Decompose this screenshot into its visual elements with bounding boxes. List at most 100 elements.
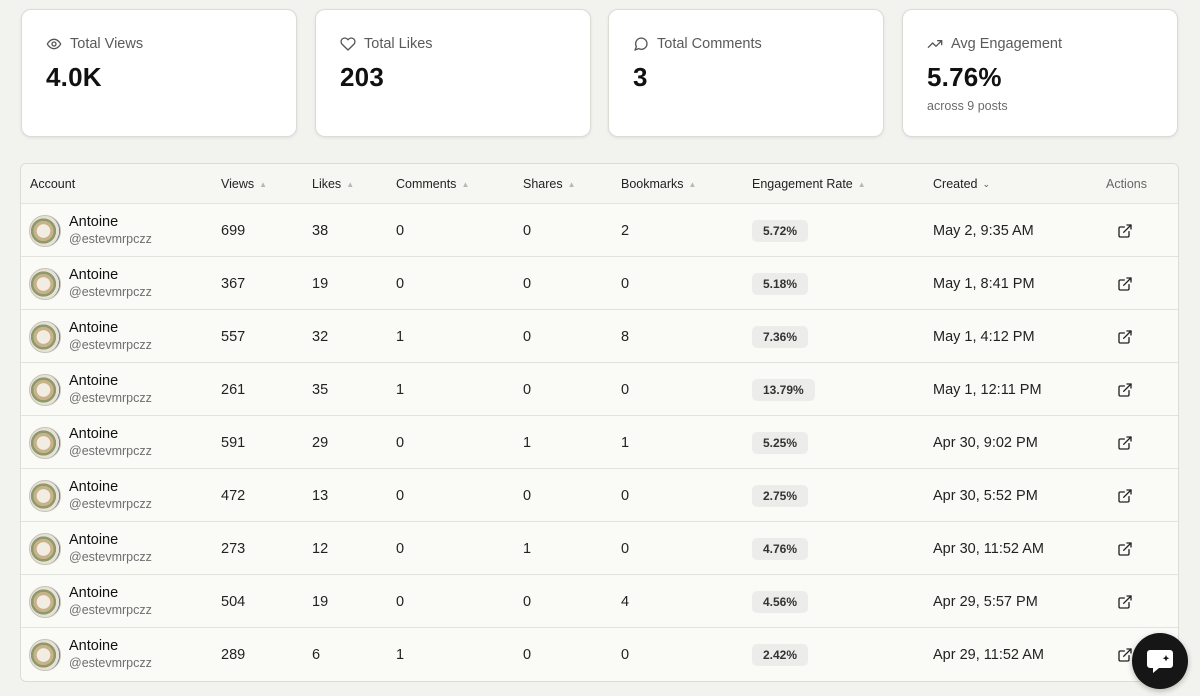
views-cell: 367 xyxy=(221,275,246,292)
comments-cell: 0 xyxy=(396,487,405,504)
comment-icon xyxy=(634,37,648,51)
engagement-badge: 2.42% xyxy=(752,643,809,666)
stat-label: Total Likes xyxy=(364,36,433,52)
stat-label: Avg Engagement xyxy=(951,36,1062,52)
table-row: Antoine @estevmrpczz 273 12 0 1 0 4.76% Apr … xyxy=(21,522,1178,575)
views-cell: 261 xyxy=(221,381,246,398)
open-post-button[interactable] xyxy=(1117,416,1133,469)
table-row: Antoine @estevmrpczz 557 32 1 0 8 7.36% May … xyxy=(21,310,1178,363)
comments-cell: 0 xyxy=(396,434,405,451)
table-row: Antoine @estevmrpczz 261 35 1 0 0 13.79% May… xyxy=(21,363,1178,416)
engagement-rate-cell: 13.79% xyxy=(752,363,815,416)
engagement-badge: 7.36% xyxy=(752,325,809,348)
shares-cell: 0 xyxy=(523,328,532,345)
chat-widget-button[interactable] xyxy=(1132,633,1188,689)
engagement-badge: 4.56% xyxy=(752,590,809,613)
comments-cell: 0 xyxy=(396,540,405,557)
created-cell: May 2, 9:35 AM xyxy=(933,222,1034,239)
created-cell: Apr 30, 11:52 AM xyxy=(933,540,1044,557)
table-row: Antoine @estevmrpczz 504 19 0 0 4 4.56% Apr … xyxy=(21,575,1178,628)
heart-icon xyxy=(340,37,356,51)
column-header-shares[interactable]: Shares ▲ xyxy=(523,177,576,191)
column-header-likes[interactable]: Likes ▲ xyxy=(312,177,355,191)
engagement-rate-cell: 2.42% xyxy=(752,628,809,681)
avatar xyxy=(29,532,61,565)
views-cell: 273 xyxy=(221,540,246,557)
likes-cell: 38 xyxy=(312,222,329,239)
external-link-icon xyxy=(1118,435,1132,450)
comments-cell: 0 xyxy=(396,275,405,292)
stat-card-total-likes: Total Likes 203 xyxy=(315,9,591,137)
stat-label: Total Views xyxy=(70,36,144,52)
shares-cell: 1 xyxy=(523,540,532,557)
account-cell: Antoine @estevmrpczz xyxy=(29,363,152,416)
views-cell: 699 xyxy=(221,222,246,239)
likes-cell: 13 xyxy=(312,487,329,504)
account-handle: @estevmrpczz xyxy=(69,390,152,405)
bookmarks-cell: 0 xyxy=(621,540,630,557)
account-cell: Antoine @estevmrpczz xyxy=(29,575,152,628)
external-link-icon xyxy=(1118,594,1132,609)
account-handle: @estevmrpczz xyxy=(69,443,152,458)
bookmarks-cell: 0 xyxy=(621,646,630,663)
account-handle: @estevmrpczz xyxy=(69,231,152,246)
avatar xyxy=(29,426,61,459)
avatar xyxy=(29,585,61,618)
shares-cell: 0 xyxy=(523,275,532,292)
external-link-icon xyxy=(1118,329,1132,344)
shares-cell: 0 xyxy=(523,222,532,239)
stat-label: Total Comments xyxy=(657,36,762,52)
column-header-comments[interactable]: Comments ▲ xyxy=(396,177,470,191)
engagement-badge: 5.18% xyxy=(752,272,809,295)
stat-value: 4.0K xyxy=(46,62,102,92)
column-header-views[interactable]: Views ▲ xyxy=(221,177,268,191)
engagement-rate-cell: 5.25% xyxy=(752,416,809,469)
open-post-button[interactable] xyxy=(1117,469,1133,522)
avatar xyxy=(29,479,61,512)
external-link-icon xyxy=(1118,382,1132,397)
posts-table: Account Views ▲ Likes ▲ Comments ▲ Shares ▲ … xyxy=(20,163,1179,682)
open-post-button[interactable] xyxy=(1117,628,1133,681)
account-cell: Antoine @estevmrpczz xyxy=(29,522,152,575)
shares-cell: 1 xyxy=(523,434,532,451)
account-cell: Antoine @estevmrpczz xyxy=(29,257,152,310)
bookmarks-cell: 1 xyxy=(621,434,630,451)
created-cell: Apr 30, 9:02 PM xyxy=(933,434,1038,451)
bookmarks-cell: 8 xyxy=(621,328,630,345)
shares-cell: 0 xyxy=(523,487,532,504)
open-post-button[interactable] xyxy=(1117,522,1133,575)
shares-cell: 0 xyxy=(523,646,532,663)
engagement-rate-cell: 2.75% xyxy=(752,469,809,522)
column-header-engagement-rate[interactable]: Engagement Rate ▲ xyxy=(752,177,866,191)
comments-cell: 0 xyxy=(396,593,405,610)
column-header-bookmarks[interactable]: Bookmarks ▲ xyxy=(621,177,697,191)
account-name: Antoine xyxy=(69,426,119,443)
open-post-button[interactable] xyxy=(1117,310,1133,363)
open-post-button[interactable] xyxy=(1117,575,1133,628)
account-cell: Antoine @estevmrpczz xyxy=(29,628,152,681)
account-name: Antoine xyxy=(69,267,119,284)
avatar xyxy=(29,214,61,247)
open-post-button[interactable] xyxy=(1117,363,1133,416)
account-name: Antoine xyxy=(69,320,119,337)
stats-summary: Total Views 4.0K Total Likes 203 Total C… xyxy=(21,9,1179,137)
engagement-rate-cell: 4.56% xyxy=(752,575,809,628)
column-header-created[interactable]: Created ⌄ xyxy=(933,177,991,191)
account-name: Antoine xyxy=(69,373,119,390)
stat-value: 203 xyxy=(340,62,384,92)
created-cell: Apr 29, 5:57 PM xyxy=(933,593,1038,610)
comments-cell: 1 xyxy=(396,381,405,398)
open-post-button[interactable] xyxy=(1117,257,1133,310)
table-row: Antoine @estevmrpczz 367 19 0 0 0 5.18% May … xyxy=(21,257,1178,310)
engagement-rate-cell: 5.18% xyxy=(752,257,809,310)
external-link-icon xyxy=(1118,276,1132,291)
account-handle: @estevmrpczz xyxy=(69,549,152,564)
stat-value: 3 xyxy=(633,62,648,92)
sort-icon: ▲ xyxy=(461,179,470,189)
stat-subtext: across 9 posts xyxy=(927,99,1008,113)
engagement-badge: 5.72% xyxy=(752,219,809,242)
likes-cell: 19 xyxy=(312,593,329,610)
account-name: Antoine xyxy=(69,585,119,602)
bookmarks-cell: 4 xyxy=(621,593,630,610)
open-post-button[interactable] xyxy=(1117,204,1133,257)
